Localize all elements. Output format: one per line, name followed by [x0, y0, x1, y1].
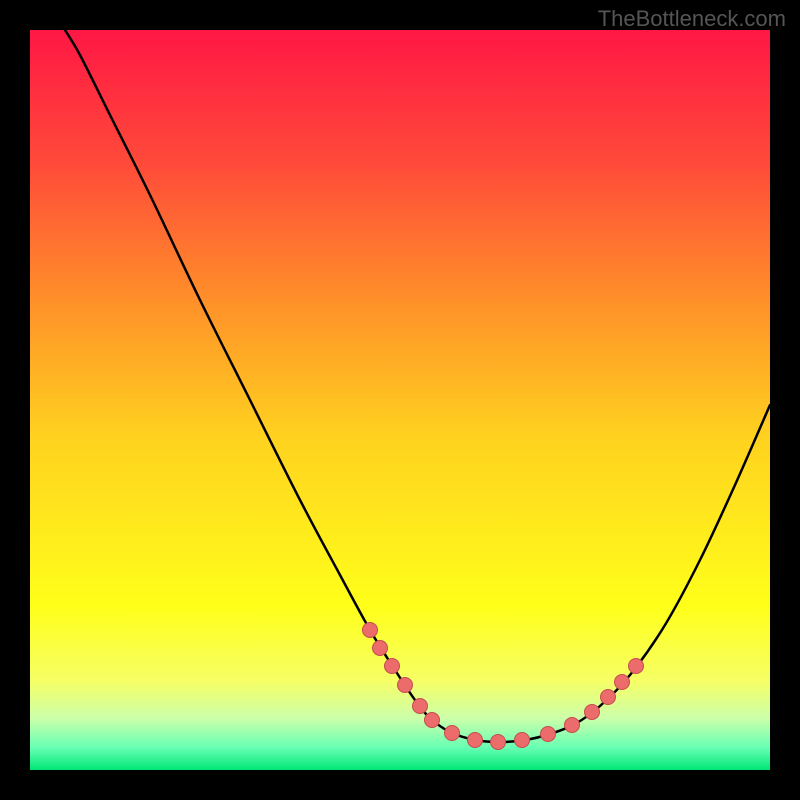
chart-svg [0, 0, 800, 800]
data-marker [363, 623, 378, 638]
data-marker [629, 659, 644, 674]
data-marker [615, 675, 630, 690]
data-marker [585, 705, 600, 720]
plot-background [30, 30, 770, 770]
data-marker [491, 735, 506, 750]
data-marker [601, 690, 616, 705]
data-marker [565, 718, 580, 733]
data-marker [413, 699, 428, 714]
chart-stage: TheBottleneck.com [0, 0, 800, 800]
data-marker [385, 659, 400, 674]
data-marker [398, 678, 413, 693]
data-marker [468, 733, 483, 748]
data-marker [425, 713, 440, 728]
watermark-text: TheBottleneck.com [598, 6, 786, 32]
data-marker [445, 726, 460, 741]
data-marker [373, 641, 388, 656]
data-marker [541, 727, 556, 742]
data-marker [515, 733, 530, 748]
